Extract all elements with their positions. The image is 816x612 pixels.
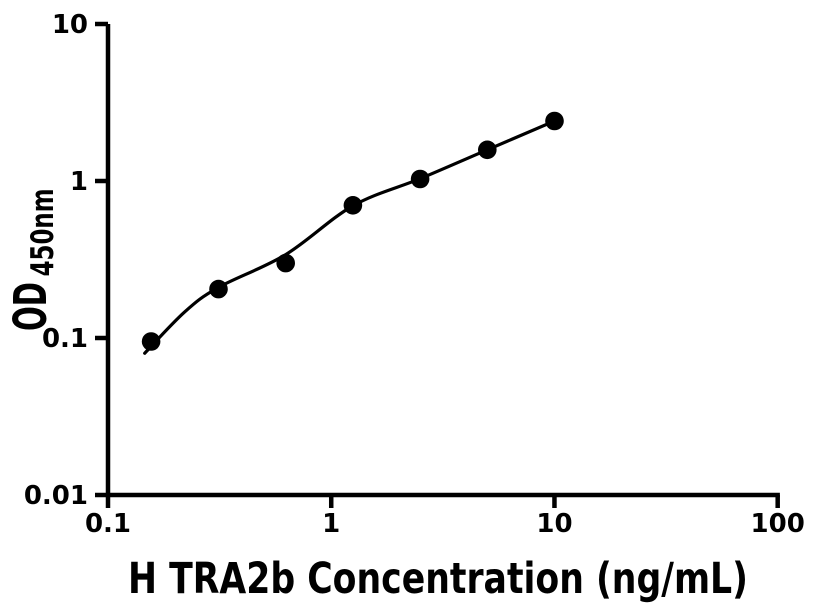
data-point-marker <box>545 111 564 131</box>
axis-spines <box>105 24 780 498</box>
y-tick-labels: 0.01 0.1 1 10 <box>24 10 88 511</box>
data-point-marker <box>209 279 228 299</box>
axes <box>105 24 780 498</box>
x-tick-label: 10 <box>536 509 572 539</box>
x-tick-labels: 0.1 1 10 100 <box>85 509 805 539</box>
data-point-marker <box>343 196 363 215</box>
data-point-marker <box>478 140 497 160</box>
y-axis-title-main: OD <box>4 282 57 331</box>
x-axis-title: H TRA2b Concentration (ng/mL) <box>128 554 748 604</box>
y-tick-label: 10 <box>52 10 88 40</box>
y-tick-label: 0.01 <box>24 481 88 511</box>
x-tick-label: 100 <box>751 509 805 539</box>
y-tick-label: 0.1 <box>42 324 88 354</box>
y-axis-title-subscript: 450nm <box>25 188 61 276</box>
data-point-marker <box>410 169 430 189</box>
y-tick-label: 1 <box>70 167 88 197</box>
x-tick-label: 1 <box>322 509 340 539</box>
data-point-marker <box>276 253 296 273</box>
data-point-marker <box>141 332 161 351</box>
data-points <box>141 111 564 351</box>
y-axis-title: OD 450nm <box>4 188 61 331</box>
x-tick-label: 0.1 <box>85 509 131 539</box>
tick-marks <box>95 21 780 508</box>
